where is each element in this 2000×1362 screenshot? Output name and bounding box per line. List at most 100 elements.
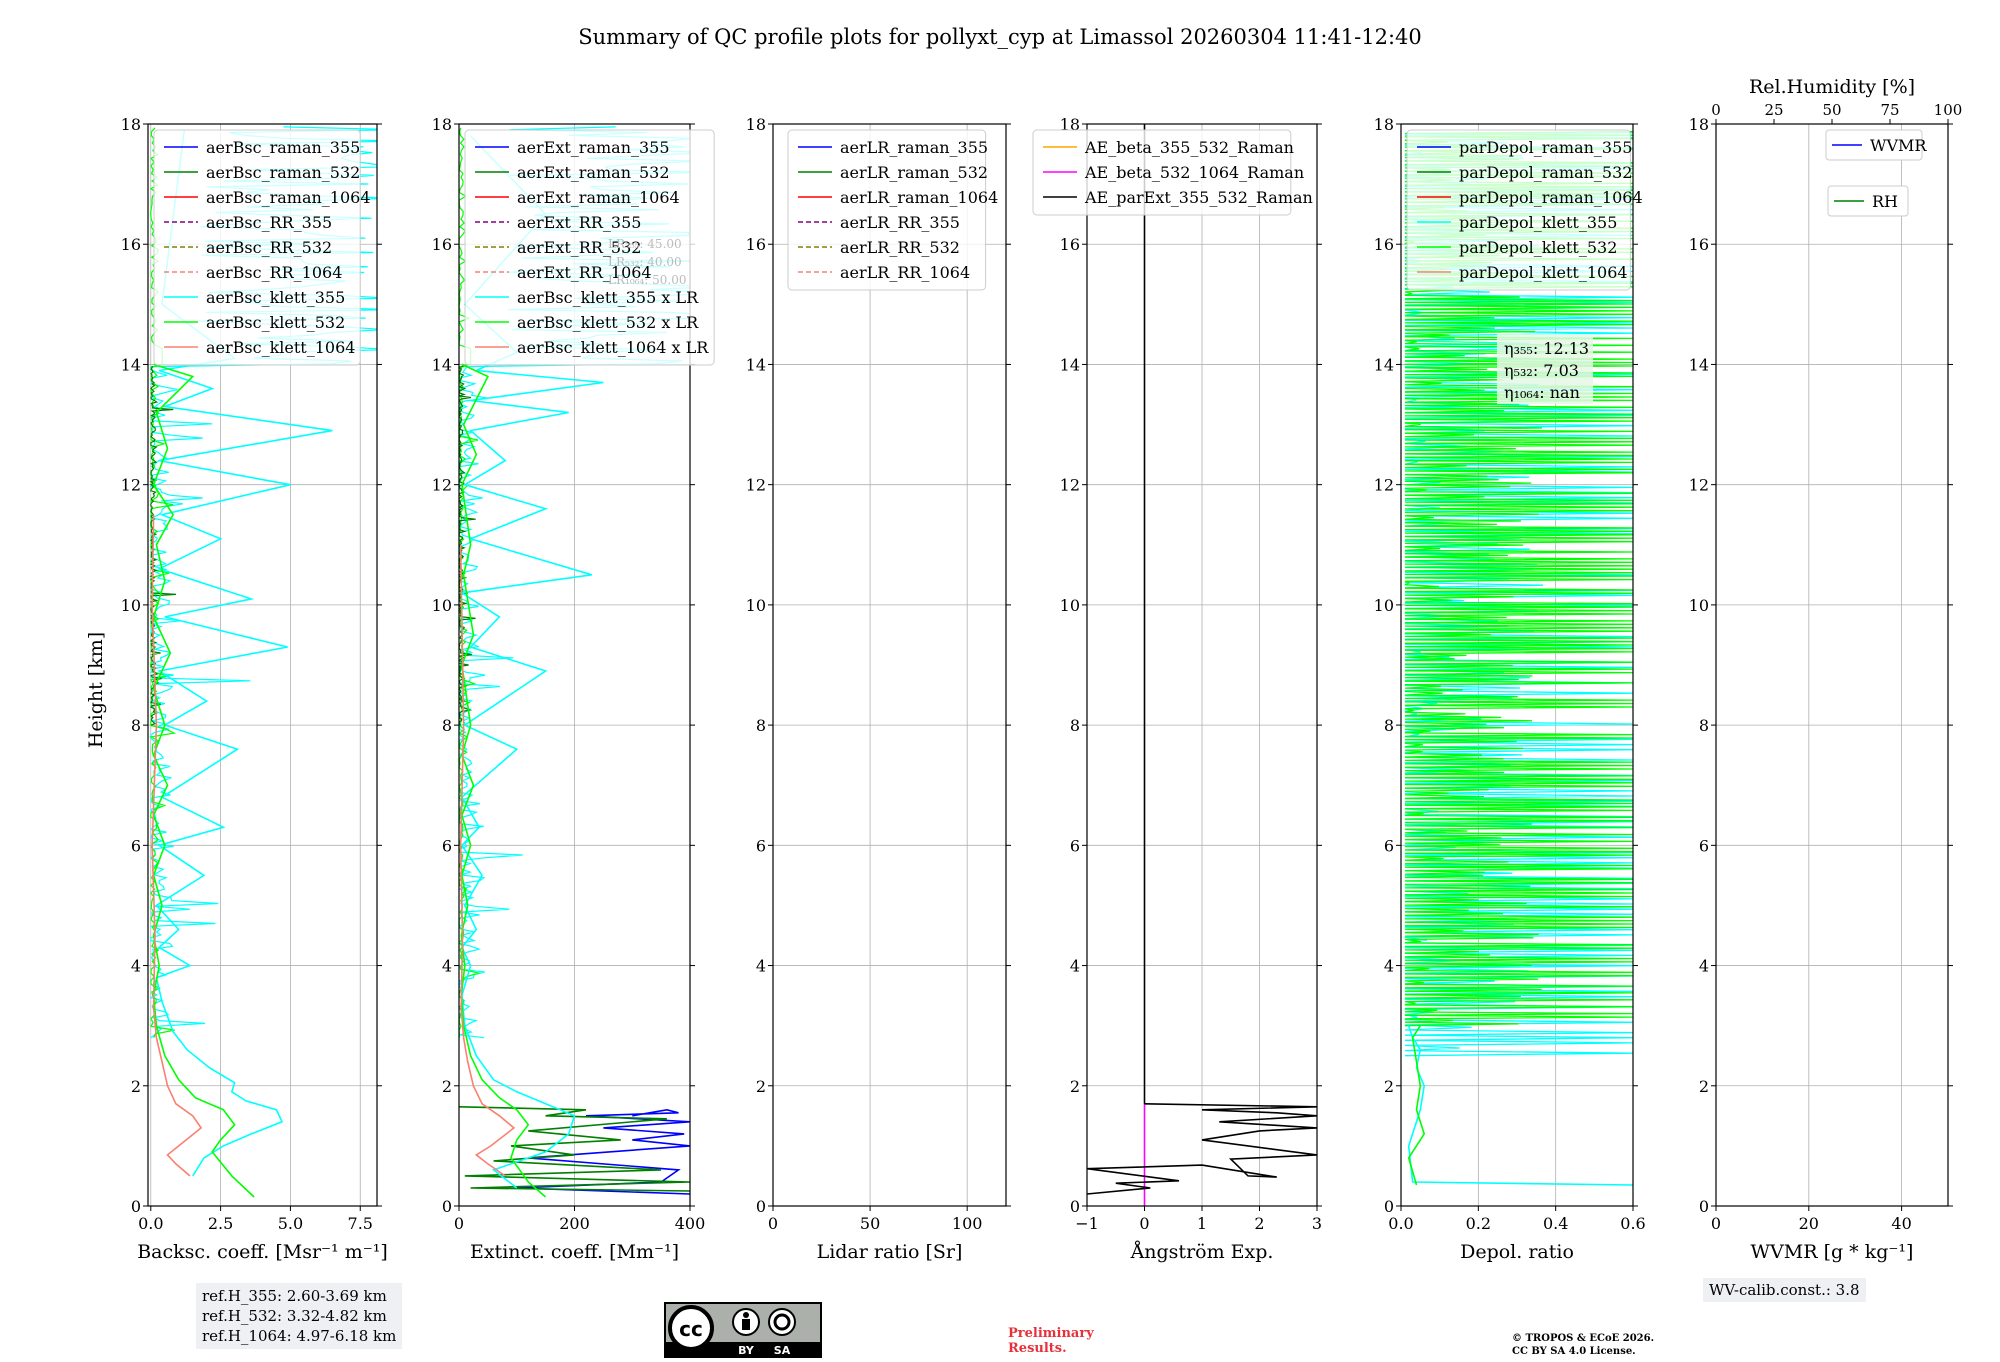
y-tick-label: 18 xyxy=(746,115,766,134)
y-tick-label: 2 xyxy=(756,1077,766,1096)
y-tick-label: 10 xyxy=(1689,596,1709,615)
series-parDepol_klett_355 xyxy=(1407,1025,1633,1186)
legend-lr: aerLR_raman_355 aerLR_raman_532 aerLR_rama… xyxy=(787,129,998,291)
eta-label: η₃₅₅: 12.13 xyxy=(1504,339,1589,358)
legend-label: aerExt_raman_355 xyxy=(517,138,670,157)
legend-frame xyxy=(787,129,987,291)
y-tick-label: 10 xyxy=(1374,596,1394,615)
eta-label: η₅₃₂: 7.03 xyxy=(1504,361,1579,380)
y-tick-label: 8 xyxy=(1699,716,1709,735)
ref-height-1064: ref.H_1064: 4.97-6.18 km xyxy=(202,1327,397,1345)
legend-label: parDepol_klett_1064 xyxy=(1459,263,1628,282)
x-tick-label: 5.0 xyxy=(278,1214,303,1233)
plot-frame xyxy=(147,123,378,1207)
x-tick-label: 0 xyxy=(1711,1214,1721,1233)
y-tick-label: 8 xyxy=(1070,716,1080,735)
panel-ext: 0 2 4 6 8 10 12 14 16 18 0 200 400 Extinct. coeff. [M… xyxy=(432,115,715,1263)
x-axis-label-wvmr: WVMR [g * kg⁻¹] xyxy=(1751,1241,1914,1263)
legend-label: aerBsc_klett_532 xyxy=(206,313,345,332)
panel-depol: 0 2 4 6 8 10 12 14 16 18 0.0 0.2 0.4 0.6 Depol. ratio p… xyxy=(1374,115,1646,1263)
ref-height-532: ref.H_532: 3.32-4.82 km xyxy=(202,1307,387,1325)
legend-label: aerLR_RR_355 xyxy=(840,213,960,232)
legend-label: aerBsc_klett_532 x LR xyxy=(517,313,699,332)
x-axis-label-bsc: Backsc. coeff. [Msr⁻¹ m⁻¹] xyxy=(137,1241,388,1263)
y-tick-label: 6 xyxy=(756,836,766,855)
series-aerBsc_klett_1064 xyxy=(151,514,203,1177)
ref-height-355: ref.H_355: 2.60-3.69 km xyxy=(202,1287,387,1305)
legend-label: aerLR_raman_1064 xyxy=(840,188,998,207)
y-tick-label: 14 xyxy=(1374,355,1394,374)
series-aerBsc_klett_1064 x LR xyxy=(459,544,516,1177)
y-tick-label: 0 xyxy=(442,1197,452,1216)
series-AE_parExt_355_532_Raman xyxy=(1087,1103,1317,1195)
y-tick-label: 10 xyxy=(1060,596,1080,615)
eta-box xyxy=(1497,334,1593,404)
profile-noise-darkgreen xyxy=(459,365,476,726)
legend-label: aerBsc_RR_532 xyxy=(206,238,332,257)
legend-label: aerBsc_raman_1064 xyxy=(206,188,371,207)
legend-label: aerExt_RR_532 xyxy=(517,238,641,257)
x-axis-label-ae: Ångström Exp. xyxy=(1130,1241,1274,1263)
legend-label: aerBsc_klett_1064 x LR xyxy=(517,338,709,357)
y-tick-label: 6 xyxy=(442,836,452,855)
preliminary-line-1: Preliminary xyxy=(1008,1326,1094,1341)
y-tick-label: 0 xyxy=(131,1197,141,1216)
legend-label: parDepol_raman_532 xyxy=(1459,163,1632,182)
y-tick-label: 8 xyxy=(1384,716,1394,735)
preliminary-results-note: Preliminary Results. xyxy=(1008,1326,1094,1356)
x-axis-label-depol: Depol. ratio xyxy=(1460,1241,1574,1263)
sa-share-icon xyxy=(768,1308,796,1336)
x-tick-label: 2 xyxy=(1254,1214,1264,1233)
series-aerExt_raman_355 xyxy=(516,1108,690,1195)
x-axis-label-lr: Lidar ratio [Sr] xyxy=(817,1241,963,1263)
y-tick-label: 16 xyxy=(1689,235,1709,254)
y-tick-label: 0 xyxy=(1384,1197,1394,1216)
y-tick-label: 12 xyxy=(1689,476,1709,495)
y-tick-label: 6 xyxy=(1384,836,1394,855)
wv-calibration-constant: WV-calib.const.: 3.8 xyxy=(1703,1278,1866,1302)
y-tick-label: 8 xyxy=(131,716,141,735)
cc-icon xyxy=(668,1305,714,1351)
y-tick-label: 4 xyxy=(756,957,766,976)
series-aerBsc_klett_532 xyxy=(152,363,255,1198)
legend-label: aerBsc_klett_1064 xyxy=(206,338,355,357)
lr-label: LR₃₅₅: 45.00 xyxy=(608,237,682,251)
y-tick-label: 4 xyxy=(1070,957,1080,976)
x-axis-label-ext: Extinct. coeff. [Mm⁻¹] xyxy=(470,1241,679,1263)
legend-depol: parDepol_raman_355 parDepol_raman_532 parD… xyxy=(1406,129,1643,291)
preliminary-line-2: Results. xyxy=(1008,1341,1067,1356)
legend-label: aerBsc_RR_1064 xyxy=(206,263,342,282)
y-tick-label: 12 xyxy=(1060,476,1080,495)
y-tick-label: 16 xyxy=(746,235,766,254)
series-aerBsc_klett_355 xyxy=(155,129,333,1177)
y-tick-label: 16 xyxy=(1374,235,1394,254)
x-tick-label: 100 xyxy=(952,1214,983,1233)
y-tick-label: 12 xyxy=(432,476,452,495)
legend-label: RH xyxy=(1872,192,1898,211)
y-tick-label: 18 xyxy=(432,115,452,134)
copyright-line-1: © TROPOS & ECoE 2026. xyxy=(1512,1333,1655,1344)
legend-frame xyxy=(153,129,361,366)
legend-label: parDepol_raman_1064 xyxy=(1459,188,1643,207)
x-tick-label: 200 xyxy=(559,1214,590,1233)
y-tick-label: 0 xyxy=(756,1197,766,1216)
legend-label: aerBsc_RR_355 xyxy=(206,213,332,232)
y-tick-label: 14 xyxy=(746,355,766,374)
x-tick-label: 50 xyxy=(860,1214,880,1233)
legend-label: aerBsc_klett_355 xyxy=(206,288,345,307)
x-tick-label: −1 xyxy=(1075,1214,1099,1233)
y-tick-label: 14 xyxy=(432,355,452,374)
plot-frame xyxy=(1400,123,1634,1207)
x-tick-label: 20 xyxy=(1799,1214,1819,1233)
legend-box-WVMR xyxy=(1825,129,1923,161)
x-tick-label: 0.0 xyxy=(138,1214,163,1233)
top-x-tick-label: 0 xyxy=(1711,101,1721,119)
y-tick-label: 2 xyxy=(131,1077,141,1096)
x-tick-label: 0.0 xyxy=(1388,1214,1413,1233)
legend-label: aerBsc_raman_355 xyxy=(206,138,360,157)
plot-area-ext xyxy=(459,126,690,1198)
eta-label: η₁₀₆₄: nan xyxy=(1504,383,1580,402)
y-tick-label: 4 xyxy=(442,957,452,976)
legend-label: aerExt_raman_1064 xyxy=(517,188,680,207)
bsc-reference-heights: ref.H_355: 2.60-3.69 km ref.H_532: 3.32-… xyxy=(196,1283,403,1349)
